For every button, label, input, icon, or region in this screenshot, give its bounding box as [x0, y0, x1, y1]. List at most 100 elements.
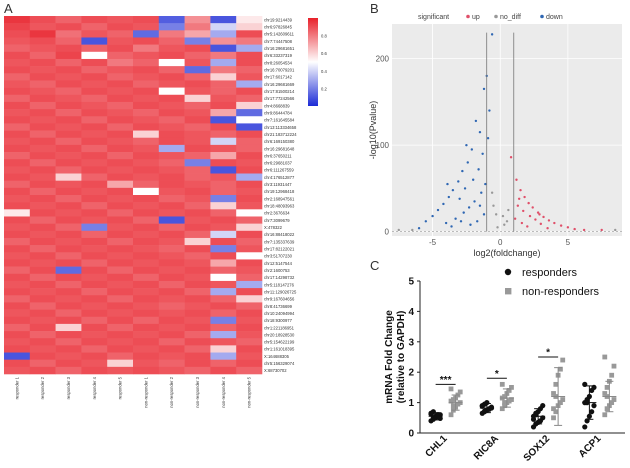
heatmap-cell — [133, 94, 160, 103]
heatmap-cell — [4, 280, 31, 289]
nonresponder-point — [560, 357, 566, 363]
heatmap-cell — [236, 166, 263, 174]
heatmap-cell — [184, 359, 211, 368]
heatmap-cell — [184, 195, 211, 203]
heatmap-cell — [29, 259, 56, 267]
heatmap-cell — [236, 216, 263, 224]
down-point — [486, 137, 490, 140]
heatmap-cell — [81, 37, 108, 45]
heatmap-cell — [29, 237, 56, 246]
heatmap-cell — [29, 159, 56, 167]
nonresponder-point — [448, 412, 454, 418]
heatmap-cell — [107, 152, 134, 160]
heatmap-cell — [81, 273, 108, 282]
heatmap-cell — [236, 302, 263, 310]
heatmap-cell — [81, 280, 108, 289]
heatmap-cell — [158, 66, 185, 74]
heatmap-cell — [29, 187, 56, 196]
heatmap-cell — [55, 144, 82, 153]
volcano-panel: -5 0 50100200log2(foldchange)-log10(Pvalue… — [368, 14, 622, 258]
heatmap-row-label: chr2:168947561 — [264, 196, 295, 201]
heatmap-cell — [210, 37, 237, 45]
heatmap-cell — [184, 101, 211, 110]
heatmap-cell — [29, 366, 56, 375]
heatmap-cell — [158, 30, 185, 38]
nonresponder-point — [602, 354, 608, 360]
heatmap-cell — [4, 338, 31, 346]
heatmap-cell — [236, 116, 263, 124]
heatmap-cell — [29, 73, 56, 81]
heatmap-cell — [81, 288, 108, 296]
colorbar-tick-label: 0.8 — [321, 34, 327, 39]
heatmap-cell — [158, 366, 185, 375]
nodiff-point — [507, 208, 510, 212]
heatmap-cell — [184, 66, 211, 74]
heatmap-cell — [184, 187, 211, 196]
heatmap-cell — [158, 123, 185, 131]
heatmap-cell — [184, 259, 211, 267]
down-point — [444, 221, 448, 225]
up-point — [515, 178, 518, 181]
heatmap-cell — [107, 352, 134, 360]
heatmap-cell — [81, 80, 108, 88]
heatmap-row-label: chr11:129026725 — [264, 289, 297, 294]
heatmap-cell — [133, 16, 160, 24]
legend-label-responders: responders — [522, 267, 578, 279]
panel-letter-a: A — [4, 1, 13, 16]
heatmap-cell — [55, 352, 82, 360]
heatmap-cell — [55, 37, 82, 45]
heatmap-cell — [55, 245, 82, 253]
heatmap-cell — [210, 316, 237, 325]
legend-marker — [540, 14, 544, 19]
category-label: ACP1 — [577, 433, 604, 460]
heatmap-cell — [55, 266, 82, 275]
heatmap-cell — [107, 101, 134, 110]
heatmap-cell — [133, 316, 160, 325]
heatmap-cell — [81, 366, 108, 375]
heatmap-cell — [210, 58, 237, 67]
heatmap-cell — [184, 352, 211, 360]
heatmap-cell — [81, 130, 108, 139]
up-point — [531, 206, 534, 209]
nonresponder-point — [604, 406, 610, 412]
heatmap-cell — [81, 23, 108, 31]
down-point — [417, 227, 421, 230]
heatmap-cell — [210, 223, 237, 232]
down-point — [481, 152, 484, 155]
heatmap-cell — [236, 195, 263, 203]
heatmap-cell — [81, 266, 108, 275]
up-point — [582, 228, 586, 232]
nonresponder-point — [551, 415, 556, 421]
heatmap-cell — [133, 259, 160, 267]
heatmap-cell — [236, 295, 263, 303]
heatmap-cell — [55, 237, 82, 246]
heatmap-column-label: responder 1 — [14, 376, 19, 399]
nodiff-point — [496, 226, 499, 229]
heatmap-cell — [133, 173, 160, 181]
heatmap-cell — [29, 216, 56, 224]
up-point — [523, 195, 526, 199]
heatmap-cell — [29, 16, 56, 24]
nonresponder-point — [509, 385, 514, 390]
heatmap-cell — [236, 137, 263, 146]
heatmap-cell — [55, 223, 82, 232]
heatmap-cell — [158, 116, 185, 124]
heatmap-cell — [158, 159, 185, 167]
heatmap-cell — [107, 80, 134, 88]
heatmap-cell — [236, 280, 263, 289]
x-tick-label: -5 — [429, 238, 437, 247]
heatmap-cell — [81, 16, 108, 24]
nonresponder-point — [558, 366, 563, 372]
heatmap-cell — [55, 309, 82, 318]
heatmap-cell — [236, 209, 263, 217]
heatmap-cell — [236, 273, 263, 282]
heatmap-cell — [29, 302, 56, 310]
heatmap-cell — [4, 237, 31, 246]
heatmap-cell — [4, 159, 31, 167]
nonresponder-point — [509, 397, 514, 402]
category-label: RIC8A — [472, 433, 501, 462]
legend-marker — [494, 14, 498, 19]
heatmap-cell — [4, 352, 31, 360]
heatmap-cell — [107, 159, 134, 167]
heatmap-cell — [81, 223, 108, 232]
